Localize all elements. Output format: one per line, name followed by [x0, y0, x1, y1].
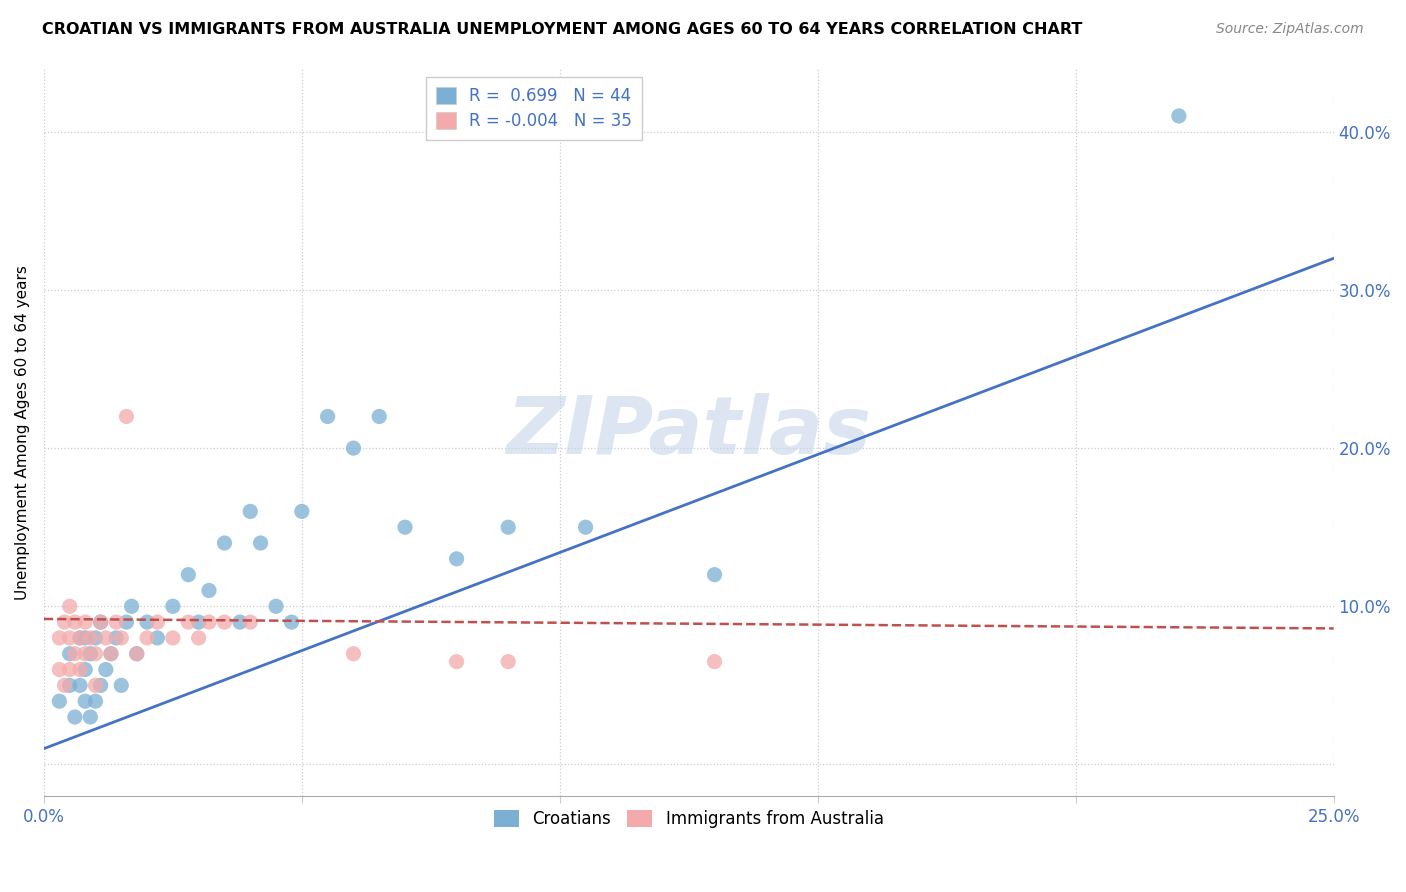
Point	[100, 647, 122, 661]
Point	[59, 647, 82, 661]
Point	[59, 631, 82, 645]
Point	[110, 631, 132, 645]
Point	[48, 694, 70, 708]
Point	[59, 599, 82, 614]
Point	[79, 710, 101, 724]
Point	[239, 504, 262, 518]
Point	[162, 599, 184, 614]
Point	[63, 647, 86, 661]
Point	[703, 567, 725, 582]
Legend: Croatians, Immigrants from Australia: Croatians, Immigrants from Australia	[486, 804, 890, 835]
Point	[446, 552, 468, 566]
Point	[198, 583, 221, 598]
Point	[90, 615, 112, 629]
Point	[69, 631, 91, 645]
Point	[105, 615, 128, 629]
Point	[75, 663, 97, 677]
Point	[162, 631, 184, 645]
Point	[69, 663, 91, 677]
Point	[105, 631, 128, 645]
Point	[75, 694, 97, 708]
Point	[121, 599, 143, 614]
Point	[316, 409, 339, 424]
Point	[84, 647, 107, 661]
Point	[110, 678, 132, 692]
Point	[84, 631, 107, 645]
Point	[177, 567, 200, 582]
Point	[90, 615, 112, 629]
Point	[703, 655, 725, 669]
Point	[136, 631, 159, 645]
Point	[115, 615, 138, 629]
Point	[69, 631, 91, 645]
Point	[446, 655, 468, 669]
Point	[63, 615, 86, 629]
Point	[496, 655, 519, 669]
Point	[90, 678, 112, 692]
Point	[59, 678, 82, 692]
Point	[342, 441, 364, 455]
Point	[84, 678, 107, 692]
Y-axis label: Unemployment Among Ages 60 to 64 years: Unemployment Among Ages 60 to 64 years	[15, 265, 30, 599]
Point	[75, 615, 97, 629]
Point	[100, 647, 122, 661]
Point	[125, 647, 148, 661]
Point	[59, 663, 82, 677]
Point	[75, 631, 97, 645]
Point	[368, 409, 391, 424]
Point	[574, 520, 596, 534]
Point	[214, 536, 236, 550]
Point	[229, 615, 252, 629]
Point	[249, 536, 271, 550]
Point	[394, 520, 416, 534]
Point	[146, 631, 169, 645]
Point	[177, 615, 200, 629]
Point	[53, 615, 76, 629]
Point	[1167, 109, 1189, 123]
Text: ZIPatlas: ZIPatlas	[506, 393, 872, 471]
Point	[69, 678, 91, 692]
Point	[214, 615, 236, 629]
Point	[146, 615, 169, 629]
Point	[48, 631, 70, 645]
Point	[198, 615, 221, 629]
Text: Source: ZipAtlas.com: Source: ZipAtlas.com	[1216, 22, 1364, 37]
Point	[79, 631, 101, 645]
Point	[115, 409, 138, 424]
Point	[280, 615, 302, 629]
Point	[94, 631, 117, 645]
Point	[239, 615, 262, 629]
Point	[63, 710, 86, 724]
Point	[125, 647, 148, 661]
Point	[187, 631, 209, 645]
Point	[53, 678, 76, 692]
Point	[94, 663, 117, 677]
Point	[187, 615, 209, 629]
Point	[75, 647, 97, 661]
Point	[48, 663, 70, 677]
Point	[496, 520, 519, 534]
Point	[79, 647, 101, 661]
Point	[136, 615, 159, 629]
Point	[84, 694, 107, 708]
Point	[342, 647, 364, 661]
Text: CROATIAN VS IMMIGRANTS FROM AUSTRALIA UNEMPLOYMENT AMONG AGES 60 TO 64 YEARS COR: CROATIAN VS IMMIGRANTS FROM AUSTRALIA UN…	[42, 22, 1083, 37]
Point	[264, 599, 287, 614]
Point	[291, 504, 314, 518]
